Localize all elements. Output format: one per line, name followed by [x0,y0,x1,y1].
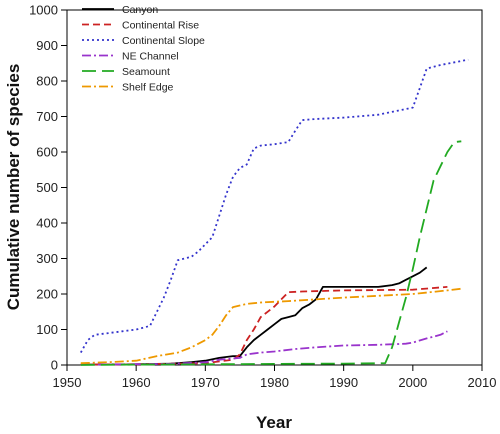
x-axis-title: Year [256,413,292,432]
x-tick-label: 1990 [329,375,358,390]
legend-label-continental-rise: Continental Rise [122,20,199,32]
y-tick-label: 300 [36,251,58,266]
x-tick-label: 2010 [468,375,497,390]
y-tick-label: 900 [36,38,58,53]
legend-label-continental-slope: Continental Slope [122,35,205,47]
y-tick-label: 1000 [29,3,58,18]
x-tick-label: 1950 [53,375,82,390]
y-tick-label: 500 [36,180,58,195]
y-tick-label: 700 [36,109,58,124]
series-line-shelf-edge [80,287,462,365]
x-tick-label: 2000 [398,375,427,390]
legend-label-seamount: Seamount [122,66,170,78]
legend-label-canyon: Canyon [122,4,158,16]
x-tick-label: 1970 [191,375,220,390]
series-layer [80,58,469,366]
y-tick-label: 100 [36,322,58,337]
series-line-continental-slope [80,58,469,354]
legend-label-shelf-edge: Shelf Edge [122,82,174,94]
axes: 1950 1960 1970 1980 1990 2000 2010 0 100 200 300 40… [29,3,496,391]
x-tick-label: 1960 [122,375,151,390]
y-tick-label: 600 [36,145,58,160]
y-tick-label: 400 [36,216,58,231]
x-tick-label: 1980 [260,375,289,390]
series-line-continental-rise [80,286,448,366]
y-tick-label: 200 [36,287,58,302]
y-axis-title: Cumulative number of species [4,64,23,311]
y-tick-label: 0 [51,358,58,373]
legend: Canyon Continental Rise Continental Slope N… [82,4,205,94]
y-tick-label: 800 [36,74,58,89]
legend-label-ne-channel: NE Channel [122,51,179,63]
series-line-seamount [80,140,462,366]
plot-frame [66,9,483,366]
series-line-canyon [80,266,428,366]
